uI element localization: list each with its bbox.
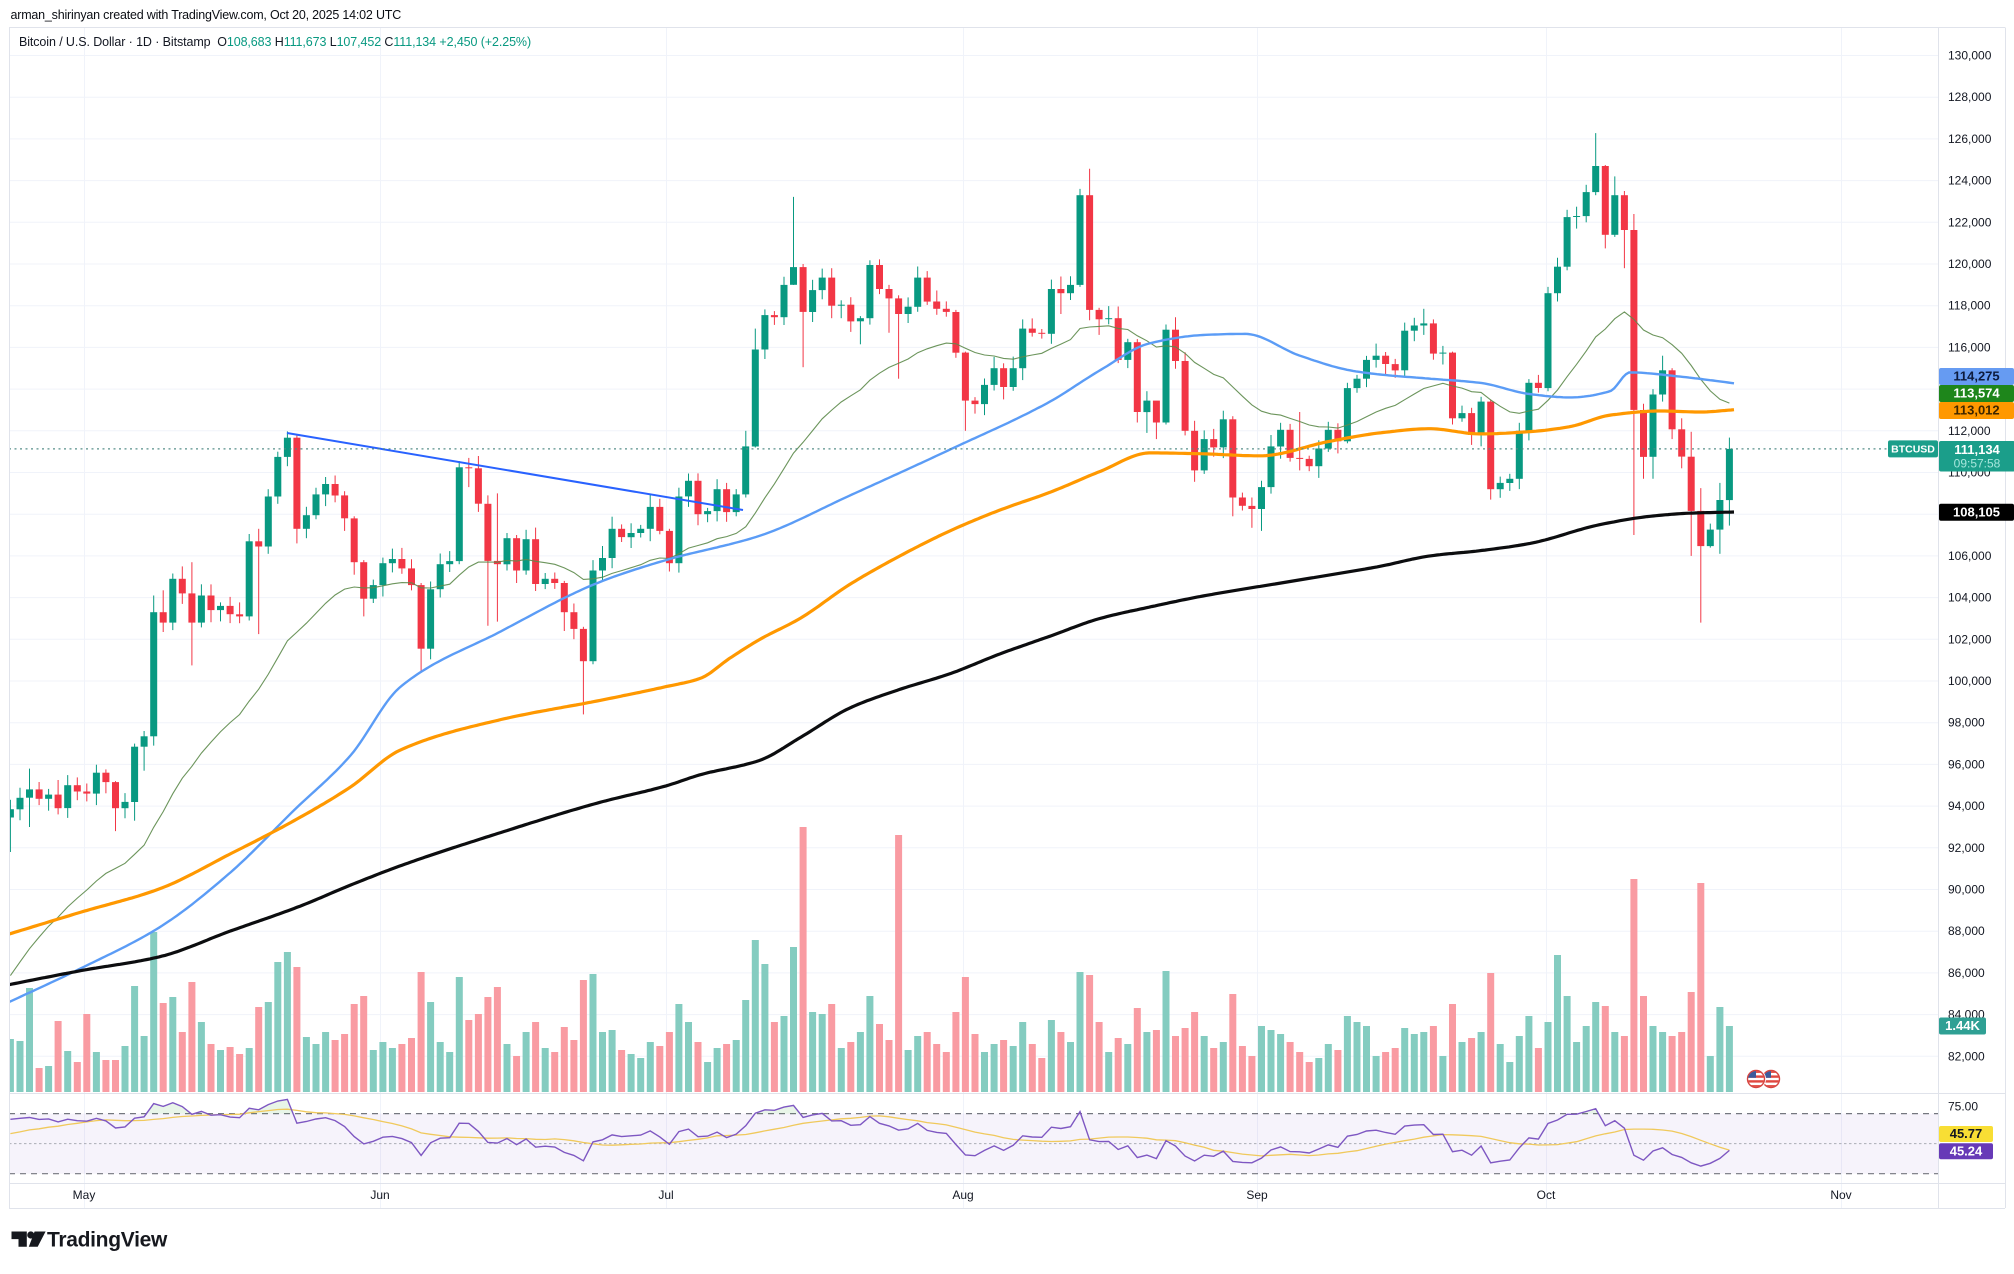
- svg-text:113,574: 113,574: [1953, 386, 2000, 401]
- svg-text:116,000: 116,000: [1948, 340, 1991, 354]
- svg-text:118,000: 118,000: [1948, 299, 1991, 313]
- svg-text:126,000: 126,000: [1948, 132, 1992, 146]
- svg-text:86,000: 86,000: [1948, 966, 1985, 980]
- svg-text:112,000: 112,000: [1948, 424, 1991, 438]
- svg-text:98,000: 98,000: [1948, 716, 1985, 730]
- svg-text:100,000: 100,000: [1948, 674, 1992, 688]
- svg-text:TradingView: TradingView: [47, 1229, 168, 1252]
- svg-text:94,000: 94,000: [1948, 799, 1985, 813]
- svg-text:BTCUSD: BTCUSD: [1891, 444, 1935, 456]
- svg-text:Jun: Jun: [370, 1188, 389, 1202]
- svg-text:92,000: 92,000: [1948, 841, 1985, 855]
- svg-text:113,012: 113,012: [1953, 403, 1999, 418]
- svg-text:45.77: 45.77: [1950, 1126, 1983, 1141]
- svg-text:130,000: 130,000: [1948, 49, 1992, 63]
- svg-text:Oct: Oct: [1537, 1188, 1556, 1202]
- svg-text:arman_shirinyan created with T: arman_shirinyan created with TradingView…: [11, 8, 402, 22]
- svg-text:114,275: 114,275: [1953, 369, 1999, 384]
- svg-text:May: May: [73, 1188, 96, 1202]
- svg-text:124,000: 124,000: [1948, 174, 1992, 188]
- svg-text:122,000: 122,000: [1948, 215, 1992, 229]
- svg-text:45.24: 45.24: [1950, 1143, 1983, 1158]
- svg-text:Aug: Aug: [952, 1188, 973, 1202]
- svg-text:1.44K: 1.44K: [1945, 1018, 1980, 1033]
- svg-text:09:57:58: 09:57:58: [1954, 457, 2001, 471]
- svg-text:108,105: 108,105: [1953, 504, 2000, 519]
- svg-text:120,000: 120,000: [1948, 257, 1992, 271]
- svg-text:96,000: 96,000: [1948, 757, 1985, 771]
- svg-text:90,000: 90,000: [1948, 883, 1985, 897]
- svg-text:75.00: 75.00: [1948, 1100, 1978, 1114]
- svg-text:104,000: 104,000: [1948, 591, 1992, 605]
- svg-text:Sep: Sep: [1246, 1188, 1268, 1202]
- svg-text:128,000: 128,000: [1948, 90, 1992, 104]
- svg-text:Jul: Jul: [658, 1188, 673, 1202]
- svg-text:Bitcoin / U.S. Dollar · 1D · B: Bitcoin / U.S. Dollar · 1D · Bitstamp O1…: [19, 35, 531, 49]
- svg-text:88,000: 88,000: [1948, 924, 1985, 938]
- svg-text:102,000: 102,000: [1948, 632, 1992, 646]
- svg-text:82,000: 82,000: [1948, 1049, 1985, 1063]
- svg-text:111,134: 111,134: [1954, 442, 2000, 457]
- svg-text:Nov: Nov: [1830, 1188, 1851, 1202]
- svg-text:106,000: 106,000: [1948, 549, 1992, 563]
